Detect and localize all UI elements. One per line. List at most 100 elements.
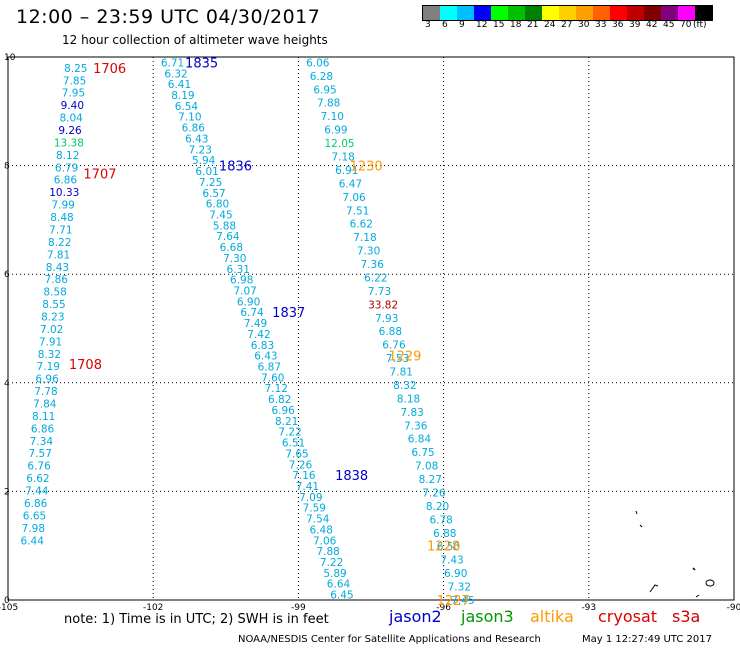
- wave-height-value: 6.88: [433, 528, 456, 540]
- wave-height-value: 8.58: [43, 287, 66, 299]
- wave-height-value: 8.18: [397, 393, 420, 405]
- wave-height-value: 8.04: [59, 113, 83, 125]
- wave-height-value: 7.09: [299, 492, 322, 504]
- wave-height-value: 7.26: [289, 459, 313, 471]
- wave-height-value: 6.62: [350, 219, 373, 231]
- wave-height-value: 8.25: [64, 63, 87, 75]
- wave-height-value: 8.11: [32, 411, 55, 423]
- wave-height-value: 7.22: [320, 557, 343, 569]
- wave-height-value: 7.36: [404, 420, 428, 432]
- wave-height-value: 6.65: [23, 510, 46, 522]
- wave-height-colorbar: [422, 5, 713, 21]
- satellite-legend-altika: altika: [530, 607, 574, 626]
- wave-height-value: 6.82: [268, 394, 291, 406]
- wave-height-value: 7.78: [34, 386, 57, 398]
- wave-height-value: 7.60: [261, 372, 284, 384]
- wave-height-value: 6.79: [55, 162, 78, 174]
- wave-height-value: 8.27: [419, 474, 442, 486]
- colorbar-swatch: [474, 6, 491, 20]
- generation-timestamp: May 1 12:27:49 UTC 2017: [582, 634, 712, 645]
- wave-height-value: 7.19: [37, 361, 60, 373]
- wave-height-value: 7.08: [415, 461, 438, 473]
- coastline-fragment: [635, 510, 643, 528]
- wave-height-value: 7.45: [209, 209, 232, 221]
- wave-height-value: 7.18: [353, 232, 376, 244]
- wave-height-value: 7.45: [451, 595, 474, 607]
- wave-height-value: 8.21: [275, 416, 298, 428]
- wave-height-value: 8.32: [38, 349, 61, 361]
- pass-number-label: 1230: [350, 160, 383, 175]
- credit-text: NOAA/NESDIS Center for Satellite Applica…: [238, 634, 541, 645]
- wave-height-value: 6.91: [335, 165, 358, 177]
- wave-height-value: 6.47: [339, 178, 362, 190]
- colorbar-swatch: [525, 6, 542, 20]
- wave-height-value: 8.20: [426, 501, 449, 513]
- wave-height-value: 7.26: [422, 487, 446, 499]
- wave-height-value: 6.86: [31, 423, 55, 435]
- wave-height-value: 6.87: [258, 362, 281, 374]
- colorbar-label: 12: [476, 20, 488, 30]
- colorbar-swatch: [593, 6, 610, 20]
- colorbar-label: 42: [646, 20, 658, 30]
- coastline-fragment: [692, 567, 696, 571]
- wave-height-value: 6.50: [437, 541, 460, 553]
- wave-height-value: 7.30: [223, 253, 246, 265]
- y-tick-label: 10: [4, 53, 16, 63]
- coastline-fragment: [649, 584, 659, 593]
- wave-height-value: 6.68: [220, 242, 243, 254]
- wave-height-value: 7.95: [62, 88, 85, 100]
- wave-height-value: 6.78: [429, 514, 452, 526]
- x-tick-label: -90: [727, 603, 740, 613]
- wave-height-value: 6.62: [26, 473, 49, 485]
- colorbar-label: 45: [663, 20, 675, 30]
- wave-height-value: 8.32: [393, 380, 416, 392]
- wave-height-value: 6.76: [382, 340, 406, 352]
- satellite-legend-s3a: s3a: [672, 607, 701, 626]
- colorbar-label: 24: [544, 20, 556, 30]
- wave-height-value: 33.82: [368, 299, 398, 311]
- wave-height-value: 7.83: [400, 407, 423, 419]
- pass-number-label: 1227: [437, 594, 470, 609]
- wave-height-value: 10.33: [49, 187, 79, 199]
- wave-height-value: 6.86: [54, 175, 78, 187]
- colorbar-swatch: [508, 6, 525, 20]
- colorbar-swatch: [661, 6, 678, 20]
- wave-height-value: 7.23: [189, 144, 212, 156]
- wave-height-value: 6.84: [408, 434, 432, 446]
- wave-height-value: 7.57: [29, 448, 52, 460]
- wave-height-value: 6.45: [330, 590, 353, 602]
- wave-height-value: 7.93: [375, 313, 398, 325]
- wave-height-value: 7.88: [316, 546, 339, 558]
- colorbar-swatch: [440, 6, 457, 20]
- wave-height-value: 6.44: [21, 535, 45, 547]
- y-tick-label: 2: [4, 487, 10, 497]
- y-tick-label: 6: [4, 270, 10, 280]
- colorbar-label: 70: [680, 20, 692, 30]
- wave-height-value: 6.90: [444, 568, 467, 580]
- wave-height-value: 8.48: [50, 212, 73, 224]
- x-tick-label: -102: [143, 603, 163, 613]
- wave-height-value: 6.54: [175, 101, 199, 113]
- colorbar-label: 27: [561, 20, 573, 30]
- footer-note: note: 1) Time is in UTC; 2) SWH is in fe…: [64, 612, 329, 627]
- wave-height-value: 7.02: [40, 324, 63, 336]
- wave-height-value: 6.71: [161, 57, 184, 69]
- colorbar-label: 18: [510, 20, 522, 30]
- wave-height-value: 7.64: [216, 231, 240, 243]
- pass-number-label: 1838: [335, 469, 368, 484]
- wave-height-value: 6.90: [237, 296, 260, 308]
- wave-height-value: 5.94: [192, 155, 216, 167]
- wave-height-value: 7.73: [368, 286, 391, 298]
- wave-height-value: 6.76: [27, 461, 51, 473]
- wave-height-value: 6.31: [227, 264, 250, 276]
- wave-height-value: 7.25: [199, 177, 222, 189]
- wave-height-value: 8.22: [48, 237, 71, 249]
- wave-height-value: 7.07: [233, 285, 256, 297]
- wave-height-value: 6.96: [35, 374, 59, 386]
- wave-height-value: 8.55: [42, 299, 65, 311]
- wave-height-value: 7.06: [313, 535, 337, 547]
- wave-height-value: 7.16: [292, 470, 316, 482]
- pass-number-label: 1229: [388, 350, 421, 365]
- wave-height-value: 7.81: [47, 249, 70, 261]
- wave-height-value: 6.41: [168, 79, 191, 91]
